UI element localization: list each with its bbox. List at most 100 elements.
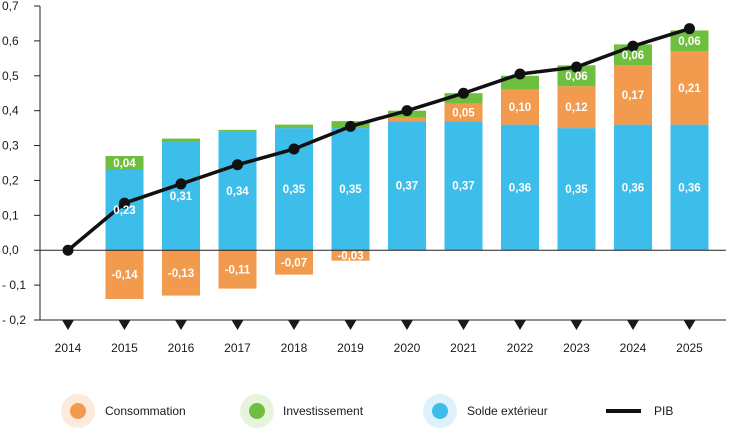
bar-solde-ext-rieur-2016: [162, 142, 200, 251]
bar-investissement-2017: [218, 129, 257, 132]
x-tick-marker: [344, 320, 357, 330]
data-label: 0,35: [283, 184, 306, 196]
data-label: -0,11: [225, 264, 251, 276]
legend-item-pib: PIB: [606, 404, 673, 418]
data-label: -0,13: [168, 268, 194, 280]
bar-consommation-2017: [218, 250, 257, 289]
bar-investissement-2016: [162, 138, 200, 143]
y-tick-label: 0,6: [2, 34, 19, 48]
bar-solde-ext-rieur-2019: [331, 128, 370, 251]
bar-solde-ext-rieur-2021: [444, 121, 483, 251]
bar-solde-ext-rieur-2017: [218, 131, 257, 251]
data-label: 0,35: [339, 184, 362, 196]
data-label: 0,10: [509, 102, 531, 114]
bar-consommation-2023: [557, 86, 596, 129]
bar-solde-ext-rieur-2020: [388, 121, 426, 251]
bar-solde-ext-rieur-2022: [501, 124, 539, 251]
bar-consommation-2024: [614, 65, 652, 125]
bar-consommation-2018: [275, 250, 313, 275]
bar-solde-ext-rieur-2015: [105, 169, 144, 251]
y-tick-label: 0,5: [2, 69, 19, 83]
bars: [105, 30, 709, 300]
data-label: 0,36: [678, 182, 700, 194]
bar-labels: 0,23 -0,14 0,04 0,31 -0,13 0,34 -0,11 0,35 -0,07…: [111, 36, 701, 282]
y-tick-label: 0,3: [2, 139, 19, 153]
x-tick-label: 2024: [620, 341, 647, 355]
x-tick-label: 2023: [563, 341, 590, 355]
bar-investissement-2015: [105, 156, 144, 170]
data-label: 0,06: [565, 71, 587, 83]
y-tick-label: 0,4: [2, 104, 19, 118]
y-tick-label: 0,7: [2, 0, 19, 13]
data-label: 0,21: [678, 83, 701, 95]
data-label: 0,36: [509, 182, 531, 194]
legend-swatch-investissement: [249, 403, 265, 419]
x-tick-label: 2014: [55, 341, 82, 355]
x-tick-label: 2019: [337, 341, 364, 355]
data-label: 0,37: [396, 181, 418, 193]
legend-label-consommation: Consommation: [105, 404, 186, 418]
y-tick-label: 0,2: [2, 173, 19, 187]
x-tick-marker: [570, 320, 583, 330]
data-label: 0,35: [565, 184, 588, 196]
bar-consommation-2022: [501, 89, 539, 125]
x-tick-label: 2017: [224, 341, 251, 355]
legend-swatch-consommation: [70, 403, 86, 419]
x-tick-marker: [401, 320, 413, 330]
legend-swatch-solde: [432, 403, 448, 419]
x-tick-marker: [175, 320, 187, 330]
pib-point: [401, 105, 413, 117]
legend-item-solde: Solde extérieur: [423, 394, 548, 428]
data-label: 0,06: [678, 36, 700, 48]
pib-point: [175, 178, 187, 190]
bar-consommation-2015: [105, 250, 144, 300]
pib-point: [458, 87, 469, 99]
bar-investissement-2023: [557, 65, 596, 87]
legend-item-investissement: Investissement: [240, 394, 364, 428]
x-axis: 2014 2015 2016 2017 2018 2019 2020 2021 2022 2023…: [40, 249, 726, 355]
x-tick-marker: [288, 320, 300, 330]
data-label: 0,36: [622, 182, 644, 194]
x-tick-marker: [514, 320, 526, 330]
data-label: -0,14: [111, 270, 138, 282]
data-label: -0,03: [337, 250, 363, 262]
bar-investissement-2018: [275, 124, 313, 129]
data-label: 0,06: [622, 50, 644, 62]
data-label: -0,07: [281, 257, 307, 269]
bar-solde-ext-rieur-2025: [670, 124, 709, 251]
x-tick-label: 2022: [507, 341, 534, 355]
x-tick-marker: [118, 320, 131, 330]
bar-consommation-2020: [388, 117, 426, 122]
x-tick-label: 2016: [168, 341, 195, 355]
bar-consommation-2021: [444, 103, 483, 122]
x-tick-marker: [457, 320, 470, 330]
data-label: 0,04: [113, 158, 136, 170]
x-tick-marker: [62, 320, 74, 330]
data-label: 0,31: [170, 191, 193, 203]
x-tick-label: 2021: [450, 341, 477, 355]
x-tick-label: 2018: [281, 341, 308, 355]
y-tick-label: - 0,1: [2, 278, 26, 292]
data-label: 0,34: [226, 186, 249, 198]
data-label: 0,12: [565, 102, 587, 114]
legend-label-investissement: Investissement: [283, 404, 364, 418]
data-label: 0,17: [622, 90, 644, 102]
bar-solde-ext-rieur-2024: [614, 124, 652, 251]
x-tick-marker: [627, 320, 639, 330]
bar-investissement-2022: [501, 75, 539, 90]
legend-label-solde: Solde extérieur: [467, 404, 548, 418]
bar-consommation-2019: [331, 250, 370, 261]
x-tick-marker: [231, 320, 244, 330]
x-tick-label: 2020: [394, 341, 421, 355]
pib-point: [514, 68, 526, 80]
bar-consommation-2025: [670, 51, 709, 125]
pib-line: [62, 23, 695, 256]
x-tick-label: 2025: [676, 341, 703, 355]
y-tick-label: 0,0: [2, 243, 19, 257]
pib-point: [62, 244, 74, 256]
data-label: 0,05: [452, 107, 475, 119]
y-tick-label: - 0,2: [2, 313, 26, 327]
pib-point: [119, 197, 130, 209]
pib-point: [684, 23, 695, 35]
